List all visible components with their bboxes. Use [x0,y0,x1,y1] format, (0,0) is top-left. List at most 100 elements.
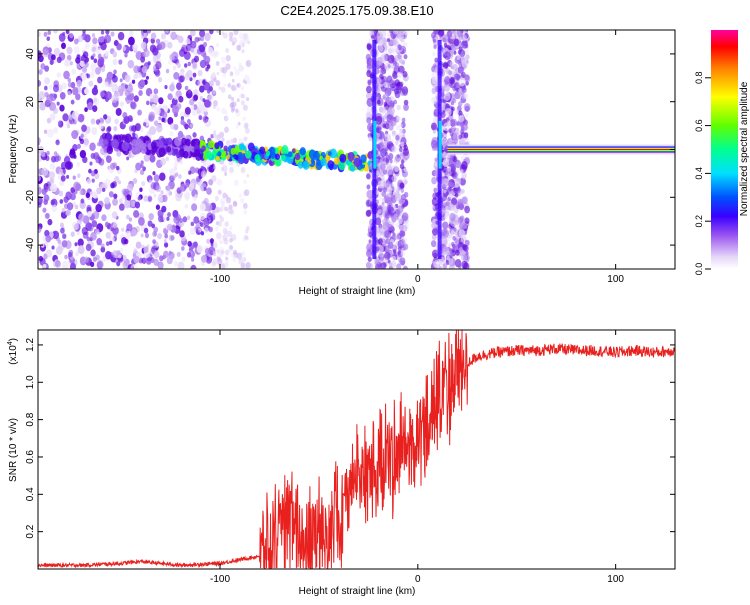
spectrogram-pixel [219,216,225,223]
spectrogram-pixel [204,247,211,255]
spectrogram-pixel [437,30,445,38]
spectrogram-pixel [106,241,110,246]
spectrogram-pixel [245,61,250,66]
spectrogram-pixel [157,195,164,203]
spectrogram-pixel [199,212,206,221]
spectrogram-pixel [399,151,404,157]
spectrogram-pixel [239,65,244,72]
spectrogram-pixel [115,108,122,116]
spectrogram-pixel [38,69,43,75]
spectrogram-pixel [227,94,232,100]
spectrogram-pixel [399,163,405,170]
spectrogram-pixel [390,260,397,268]
spectrogram-pixel [97,76,103,84]
spectrogram-pixel [66,124,71,129]
spectrogram-pixel [167,117,174,125]
spectrogram-pixel [127,59,135,69]
spectrogram-pixel [294,153,301,161]
spectrogram-pixel [215,234,221,240]
spectrogram-pixel [384,133,392,143]
spectrogram-pixel [397,33,405,42]
spectrogram-pixel [393,99,398,105]
spectrogram-pixel [90,118,96,125]
spectrogram-pixel [444,107,452,117]
spectrogram-pixel [193,241,198,248]
spectrogram-pixel [399,123,403,128]
spectrogram-pixel [217,249,222,256]
spectrogram-pixel [44,77,50,85]
spectrogram-pixel [199,222,204,228]
spectrogram-pixel [85,243,92,252]
spectrogram-pixel [81,73,87,81]
spectrogram-pixel [458,264,462,269]
spectrogram-pixel [433,44,437,49]
spectrogram-pixel [133,95,139,103]
spectrogram-pixel [127,115,133,122]
spectrogram-pixel [89,71,95,78]
spectrogram-pixel [205,202,213,212]
spectrogram-pixel [463,64,467,69]
spectrogram-pixel [391,96,395,101]
spectrogram-pixel [379,141,384,148]
spectrogram-pixel [216,30,220,34]
snr-panel: -100 0 100 0.2 0.4 0.6 0.8 1.0 1.2 Height of str… [7,329,676,597]
spectrogram-pixel [239,93,243,99]
spectrogram-pixel [232,137,238,144]
spectrogram-pixel [118,198,123,204]
spectrogram-pixel [446,30,453,38]
spectrogram-pixel [84,107,88,113]
spectrogram-pixel [38,186,42,195]
spectrogram-pixel [215,42,220,48]
spectrogram-pixel [464,205,471,214]
y-tick-label: 0.4 [25,487,36,501]
spectrogram-pixel [157,140,164,149]
spectrogram-pixel [76,143,81,149]
spectrogram-pixel [200,254,208,263]
spectrogram-pixel [173,95,178,101]
spectrogram-pixel [172,65,177,71]
spectrogram-pixel [70,99,75,105]
spectrogram-pixel [461,160,468,170]
spectrogram-pixel [240,263,246,269]
spectrogram-pixel [133,210,140,218]
spectrogram-pixel [157,232,163,240]
spectrogram-pixel [153,120,159,127]
spectrogram-pixel [92,37,98,45]
spectrogram-pixel [59,104,65,112]
spectrogram-pixel [365,53,371,61]
spectrogram-pixel [168,59,173,65]
spectrogram-pixel [190,264,197,269]
spectrogram-pixel [381,191,387,198]
spectrogram-pixel [224,116,229,122]
spectrogram-pixel [191,203,198,212]
spectrogram-pixel [176,251,181,257]
spectrogram-pixel [198,115,203,121]
spectrogram-pixel [376,77,382,84]
spectrogram-pixel [229,102,234,109]
spectrogram-pixel [211,71,216,78]
spectrogram-pixel [231,78,235,83]
spectrogram-pixel [200,231,205,236]
spectrogram-pixel [442,158,450,168]
spectrogram-pixel [103,138,109,146]
spectrogram-pixel [38,31,41,37]
spectrogram-pixel [221,249,225,255]
spectrogram-pixel [178,95,184,103]
spectrogram-pixel [179,111,185,119]
spectrogram-pixel [143,195,149,202]
spectrogram-pixel [233,66,237,70]
spectrogram-axes: -100 0 100 -40 -20 0 20 40 [25,30,675,285]
spectrogram-pixel [179,230,185,238]
spectrogram-pixel [395,234,401,240]
spectrogram-pixel [143,246,149,253]
spectrogram-pixel [400,159,405,164]
spectrogram-pixel [233,179,239,186]
spectrogram-pixel [89,191,95,198]
x-tick-label: 0 [415,574,421,585]
spectrogram-pixel [113,193,118,199]
spectrogram-pixel [116,165,120,171]
spectrogram-pixel [113,69,117,75]
spectrogram-pixel [93,192,98,199]
spectrogram-pixel [204,227,209,234]
spectrogram-pixel [38,175,41,182]
